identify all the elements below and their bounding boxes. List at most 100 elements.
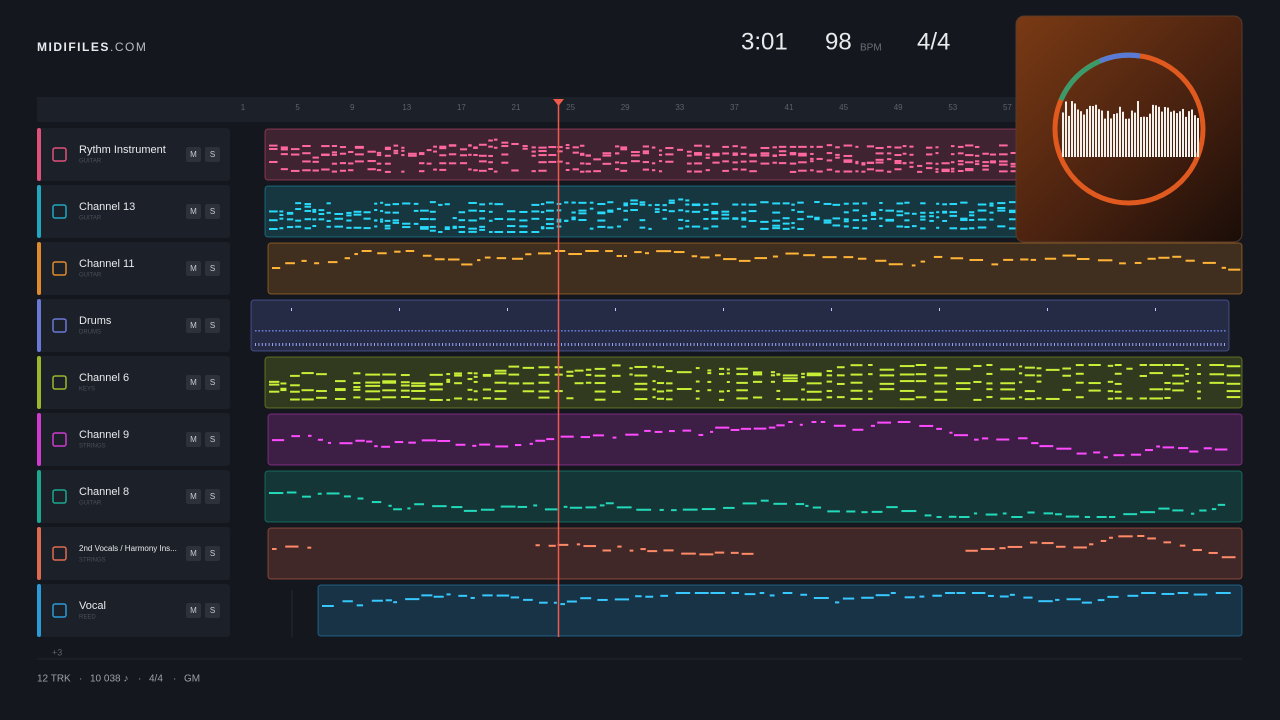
note: [1024, 398, 1035, 401]
solo-button[interactable]: [205, 603, 220, 618]
solo-button[interactable]: [205, 375, 220, 390]
note: [681, 552, 696, 555]
hit: [1067, 343, 1069, 346]
note: [484, 256, 491, 259]
note: [538, 396, 550, 399]
note: [894, 146, 902, 149]
note: [982, 168, 989, 171]
note: [493, 170, 498, 173]
note: [493, 146, 498, 149]
note: [738, 259, 751, 262]
note: [969, 214, 975, 217]
hit: [1156, 343, 1157, 346]
solo-button[interactable]: [205, 318, 220, 333]
hit: [843, 330, 845, 332]
mute-button[interactable]: [186, 375, 201, 390]
note: [705, 156, 710, 159]
note: [721, 210, 730, 213]
mute-button[interactable]: [186, 432, 201, 447]
note: [712, 161, 720, 164]
hit: [455, 343, 457, 346]
mute-label: M: [190, 492, 197, 501]
note: [312, 218, 317, 221]
hit: [986, 330, 988, 332]
note: [439, 147, 447, 150]
mute-button[interactable]: [186, 147, 201, 162]
note: [887, 152, 892, 155]
note: [327, 261, 338, 264]
waveform-bar: [1152, 104, 1154, 157]
note: [1018, 437, 1028, 440]
note: [1018, 381, 1023, 384]
note: [625, 433, 639, 436]
hit: [826, 330, 828, 332]
note: [496, 257, 507, 260]
mute-button[interactable]: [186, 489, 201, 504]
note: [656, 390, 665, 393]
hit: [399, 308, 400, 311]
note: [546, 438, 555, 441]
note: [468, 209, 477, 212]
note: [331, 153, 338, 156]
note: [832, 217, 841, 220]
note: [960, 227, 968, 230]
solo-button[interactable]: [205, 489, 220, 504]
hit: [516, 330, 519, 332]
note: [623, 218, 628, 221]
solo-button[interactable]: [205, 432, 220, 447]
note: [506, 210, 516, 213]
hit: [676, 343, 678, 346]
note: [772, 219, 781, 222]
mute-button[interactable]: [186, 546, 201, 561]
note: [429, 229, 436, 232]
hit: [431, 343, 433, 346]
note: [482, 388, 492, 391]
note: [531, 203, 540, 206]
note: [519, 219, 528, 222]
note: [382, 380, 397, 383]
hit: [924, 330, 927, 332]
mute-button[interactable]: [186, 603, 201, 618]
note: [703, 217, 709, 220]
note: [473, 375, 478, 378]
note: [1118, 535, 1133, 538]
track-icon: [52, 603, 67, 618]
hit: [291, 308, 292, 311]
note: [500, 505, 516, 508]
note: [331, 144, 338, 147]
hit: [680, 330, 682, 332]
note: [525, 253, 532, 256]
waveform-bar: [1080, 111, 1082, 157]
note: [1119, 262, 1126, 265]
note: [269, 210, 278, 213]
note: [401, 149, 405, 152]
note: [816, 157, 823, 160]
note: [950, 257, 964, 260]
solo-button[interactable]: [205, 546, 220, 561]
solo-button[interactable]: [205, 147, 220, 162]
hit: [831, 308, 832, 311]
note: [718, 390, 725, 393]
hit: [642, 330, 645, 332]
note: [433, 145, 437, 148]
note: [686, 150, 692, 153]
hit: [622, 343, 624, 346]
note: [950, 153, 955, 156]
note: [367, 168, 376, 171]
hit: [707, 330, 709, 332]
note: [782, 202, 790, 205]
note: [589, 207, 594, 210]
note: [676, 371, 692, 374]
solo-button[interactable]: [205, 204, 220, 219]
note: [304, 227, 312, 230]
mute-button[interactable]: [186, 318, 201, 333]
hit: [323, 343, 324, 346]
solo-button[interactable]: [205, 261, 220, 276]
mute-button[interactable]: [186, 204, 201, 219]
mute-button[interactable]: [186, 261, 201, 276]
note: [531, 154, 536, 157]
note: [866, 145, 875, 148]
track-name: Vocal: [79, 600, 106, 612]
note: [1044, 257, 1057, 260]
hit: [785, 330, 787, 332]
